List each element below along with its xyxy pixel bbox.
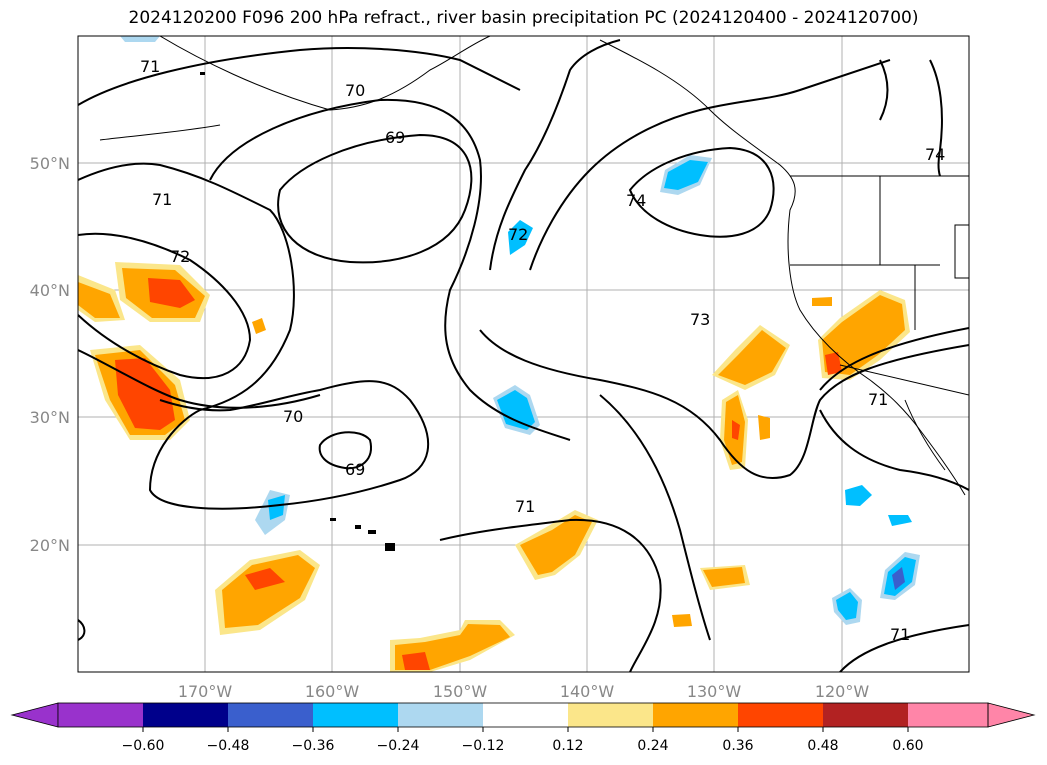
islands [200,72,395,551]
refractivity-contours [78,39,969,672]
svg-text:170°W: 170°W [178,682,233,701]
colorbar-tick: −0.48 [207,738,250,754]
colorbar: −0.60 −0.48 −0.36 −0.24 −0.12 0.12 0.24 … [10,702,1036,754]
svg-text:71: 71 [890,625,910,644]
svg-text:69: 69 [345,460,365,479]
map-frame [77,35,970,673]
map-title: 2024120200 F096 200 hPa refract., river … [128,8,919,28]
svg-text:50°N: 50°N [30,154,70,173]
svg-text:160°W: 160°W [305,682,360,701]
svg-text:71: 71 [152,190,172,209]
svg-text:140°W: 140°W [560,682,615,701]
colorbar-tick: −0.36 [292,738,335,754]
svg-text:74: 74 [626,191,646,210]
svg-text:150°W: 150°W [433,682,488,701]
svg-text:74: 74 [925,145,945,164]
colorbar-tick: 0.36 [722,738,753,754]
svg-text:30°N: 30°N [30,408,70,427]
colorbar-tick: −0.24 [377,738,420,754]
svg-text:120°W: 120°W [815,682,870,701]
colorbar-tick: −0.12 [462,738,505,754]
svg-text:69: 69 [385,128,405,147]
svg-text:71: 71 [868,390,888,409]
svg-text:70: 70 [283,407,303,426]
colorbar-tick: 0.60 [892,738,923,754]
colorbar-tick: 0.48 [807,738,838,754]
contour-labels: 71 70 69 71 72 70 69 72 74 73 71 74 71 7… [140,57,945,644]
svg-text:73: 73 [690,310,710,329]
coastlines [99,36,969,496]
svg-text:72: 72 [170,247,190,266]
svg-text:71: 71 [515,497,535,516]
colorbar-tick: 0.24 [637,738,668,754]
svg-text:40°N: 40°N [30,281,70,300]
svg-text:20°N: 20°N [30,536,70,555]
longitude-labels: 170°W 160°W 150°W 140°W 130°W 120°W [178,682,870,701]
svg-text:130°W: 130°W [687,682,742,701]
colorbar-tick: −0.60 [122,738,165,754]
latitude-labels: 50°N 40°N 30°N 20°N [30,154,70,555]
svg-text:70: 70 [345,81,365,100]
svg-text:71: 71 [140,57,160,76]
svg-text:72: 72 [508,225,528,244]
colorbar-tick: 0.12 [552,738,583,754]
